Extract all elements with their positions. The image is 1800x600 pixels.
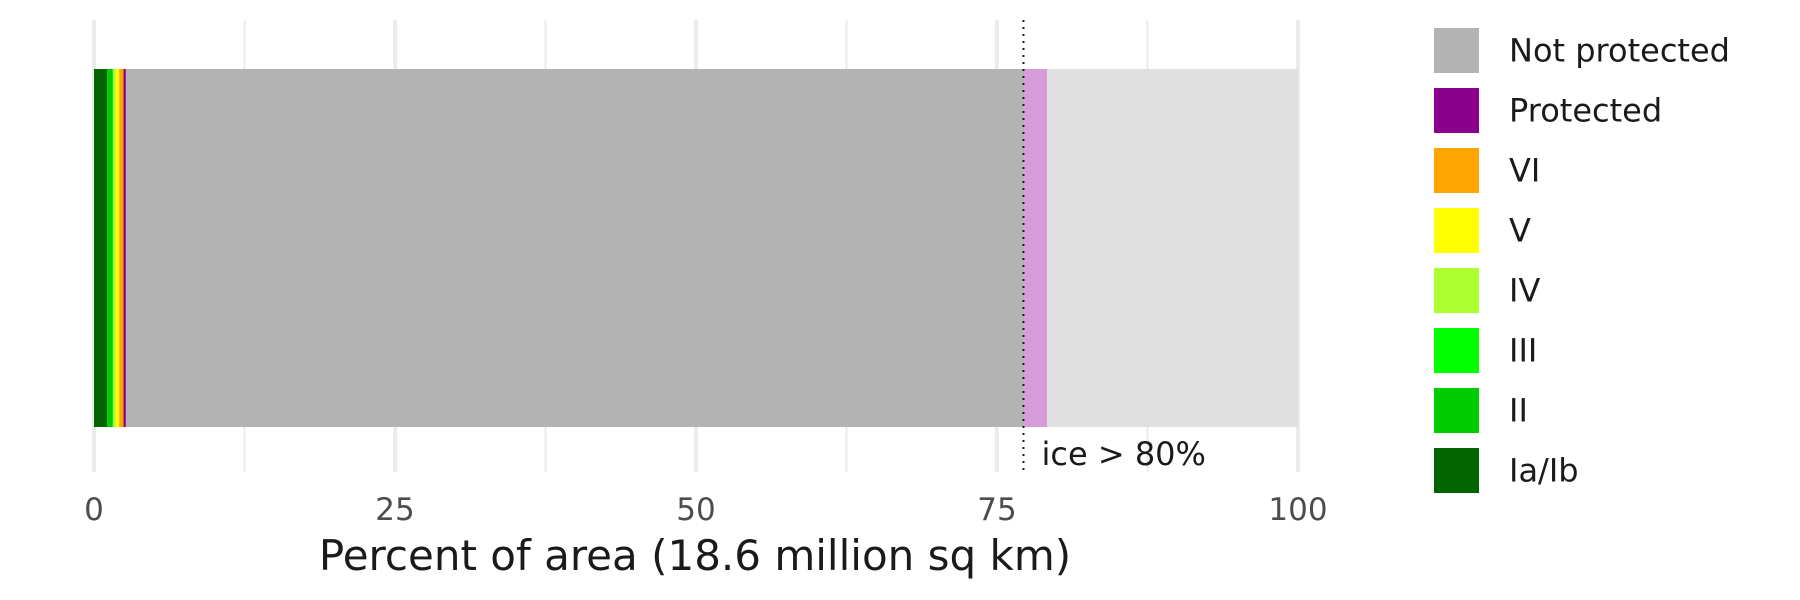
- legend-label: Not protected: [1509, 32, 1730, 70]
- legend-key: [1434, 28, 1479, 73]
- reference-line-label: ice > 80%: [1041, 435, 1205, 473]
- legend-key: [1434, 388, 1479, 433]
- x-tick-label: 100: [1268, 492, 1327, 528]
- legend-key: [1434, 88, 1479, 133]
- x-axis-title: Percent of area (18.6 million sq km): [319, 531, 1071, 580]
- legend-label: V: [1509, 212, 1531, 250]
- legend-key: [1434, 208, 1479, 253]
- bar-segment-protected-ice-80: [1024, 69, 1047, 427]
- x-tick-label: 50: [676, 492, 715, 528]
- bar-segment-ii: [107, 69, 113, 427]
- stacked-bar: [94, 69, 1298, 427]
- bar-segment-not-protected: [125, 69, 1025, 427]
- ice-reference-line: ice > 80%: [1022, 20, 1206, 473]
- legend-key: [1434, 268, 1479, 313]
- legend-key: [1434, 328, 1479, 373]
- legend-label: Protected: [1509, 92, 1662, 130]
- legend-label: II: [1509, 392, 1528, 430]
- bar-segment-iv: [113, 69, 116, 427]
- bar-segment-vi: [119, 69, 124, 427]
- x-tick-label: 25: [375, 492, 414, 528]
- legend-label: III: [1509, 332, 1537, 370]
- bar-segment-ia-ib: [94, 69, 108, 427]
- legend-label: VI: [1509, 152, 1540, 190]
- legend-key: [1434, 148, 1479, 193]
- legend-label: Ia/Ib: [1509, 452, 1579, 490]
- bar-segment-protected: [123, 69, 126, 427]
- bar-segment-iii: [112, 69, 114, 427]
- bar-segment-not-protected-ice-80: [1046, 69, 1298, 427]
- legend-key: [1434, 448, 1479, 493]
- x-tick-label: 75: [977, 492, 1016, 528]
- x-tick-label: 0: [84, 492, 104, 528]
- legend-label: IV: [1509, 272, 1540, 310]
- x-axis-ticks: 0 25 50 75 100: [84, 492, 1327, 528]
- bar-segment-v: [115, 69, 120, 427]
